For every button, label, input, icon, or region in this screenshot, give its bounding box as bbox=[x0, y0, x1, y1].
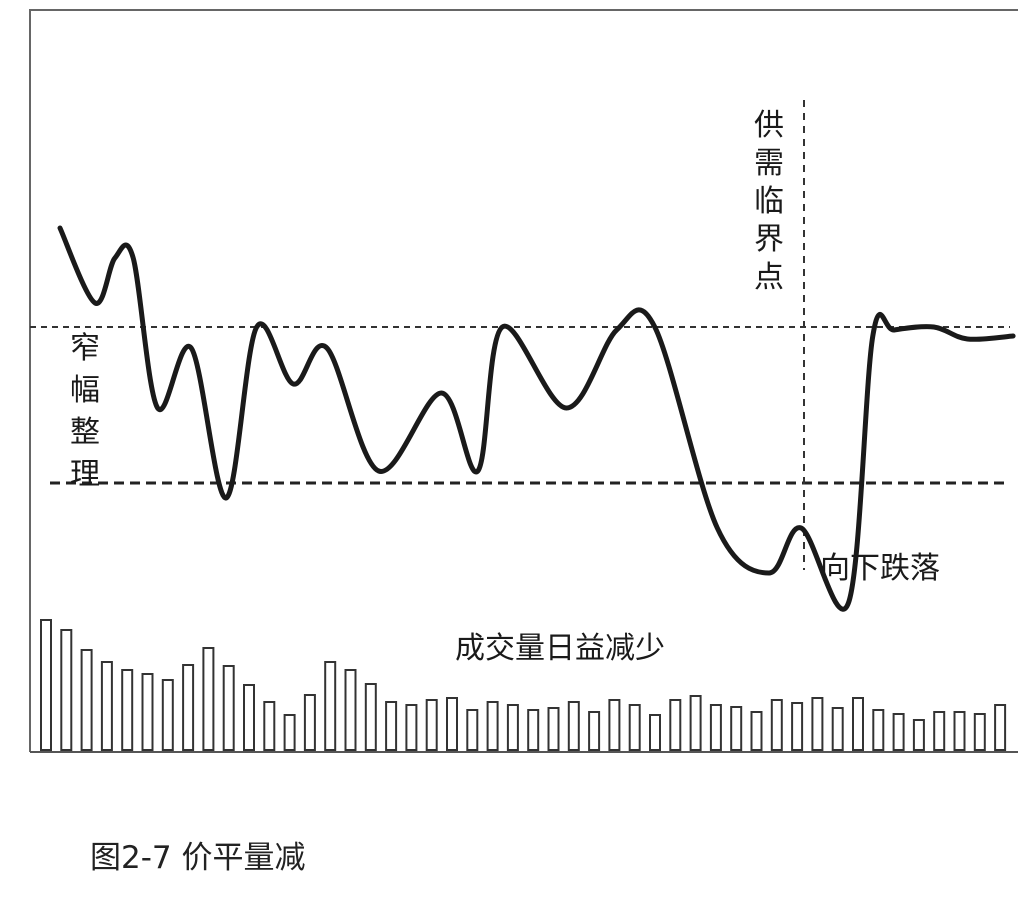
figure-caption: 图2-7 价平量减 bbox=[90, 840, 306, 876]
volume-bar bbox=[953, 711, 966, 751]
volume-bar bbox=[649, 714, 661, 751]
volume-bar bbox=[547, 707, 560, 751]
volume-bar bbox=[385, 701, 398, 751]
volume-decline-label: 成交量日益减少 bbox=[455, 631, 665, 666]
volume-bar bbox=[892, 713, 905, 751]
chart: 窄幅整理 供需临界点 向下跌落 成交量日益减少 bbox=[29, 9, 1018, 753]
volume-bar bbox=[60, 629, 73, 751]
volume-bar bbox=[425, 699, 438, 751]
volume-bar bbox=[872, 709, 885, 751]
volume-bar bbox=[364, 683, 377, 751]
volume-bar bbox=[243, 684, 255, 751]
volume-bar bbox=[100, 661, 113, 751]
volume-bars bbox=[40, 619, 1007, 751]
volume-bar bbox=[202, 647, 215, 751]
price-line bbox=[57, 225, 1016, 612]
volume-bar bbox=[750, 711, 763, 751]
volume-bar bbox=[141, 673, 154, 751]
chart-frame bbox=[29, 9, 1018, 752]
volume-bar bbox=[263, 701, 276, 751]
volume-bar bbox=[222, 665, 235, 751]
volume-bar bbox=[730, 706, 743, 751]
volume-bar bbox=[567, 701, 580, 751]
volume-bar bbox=[80, 649, 93, 751]
volume-bar bbox=[791, 702, 804, 751]
volume-bar bbox=[324, 661, 337, 751]
volume-bar bbox=[973, 713, 986, 751]
volume-bar bbox=[486, 701, 499, 751]
fall-down-label: 向下跌落 bbox=[820, 551, 940, 586]
volume-bar bbox=[446, 697, 458, 751]
volume-bar bbox=[852, 697, 864, 751]
volume-bar bbox=[628, 704, 641, 751]
volume-bar bbox=[40, 619, 52, 751]
volume-bar bbox=[770, 699, 783, 751]
volume-bar bbox=[344, 669, 357, 751]
volume-bar bbox=[689, 695, 702, 751]
volume-bar bbox=[811, 697, 824, 751]
volume-bar bbox=[161, 679, 174, 751]
volume-bar bbox=[506, 704, 519, 751]
volume-bar bbox=[182, 664, 195, 751]
volume-bar bbox=[709, 704, 722, 751]
volume-bar bbox=[831, 707, 844, 751]
volume-bar bbox=[994, 704, 1007, 751]
volume-bar bbox=[121, 669, 134, 751]
volume-bar bbox=[608, 699, 621, 751]
volume-bar bbox=[588, 711, 601, 751]
volume-bar bbox=[303, 694, 316, 751]
volume-bar bbox=[933, 711, 946, 751]
volume-bar bbox=[283, 714, 296, 751]
volume-bar bbox=[527, 709, 540, 751]
narrow-range-label: 窄幅整理 bbox=[70, 331, 100, 492]
volume-bar bbox=[405, 704, 418, 751]
volume-bar bbox=[912, 719, 925, 751]
volume-bar bbox=[669, 699, 682, 751]
volume-bar bbox=[466, 709, 479, 751]
critical-point-label: 供需临界点 bbox=[754, 108, 784, 295]
